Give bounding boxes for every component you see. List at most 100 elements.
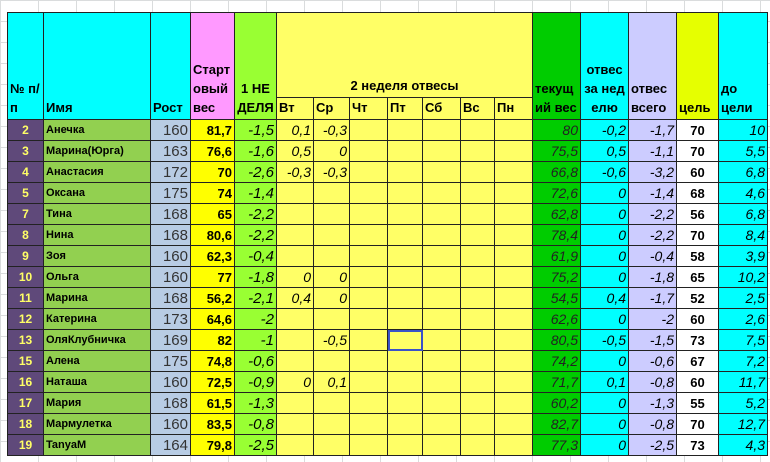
start-weight-cell[interactable]: 80,6 — [190, 224, 235, 246]
current-weight-cell[interactable]: 78,4 — [532, 224, 581, 246]
goal-cell[interactable]: 67 — [676, 350, 719, 372]
day-cell[interactable] — [276, 392, 314, 414]
height-cell[interactable]: 163 — [150, 140, 191, 162]
week-loss-cell[interactable]: 0 — [580, 434, 629, 456]
week1-cell[interactable]: -1,8 — [234, 266, 277, 288]
day-cell[interactable] — [460, 392, 495, 414]
day-cell[interactable] — [387, 245, 423, 267]
day-cell[interactable] — [349, 413, 388, 435]
day-cell[interactable] — [387, 182, 423, 204]
week1-cell[interactable]: -0,4 — [234, 245, 277, 267]
height-cell[interactable]: 160 — [150, 266, 191, 288]
goal-cell[interactable]: 73 — [676, 434, 719, 456]
start-weight-cell[interactable]: 77 — [190, 266, 235, 288]
start-weight-cell[interactable]: 70 — [190, 161, 235, 183]
day-cell[interactable]: 0,5 — [276, 140, 314, 162]
day-cell[interactable] — [422, 329, 461, 351]
name-cell[interactable]: Катерина — [43, 308, 151, 330]
day-cell[interactable] — [494, 182, 533, 204]
week-loss-cell[interactable]: -0,6 — [580, 161, 629, 183]
current-weight-cell[interactable]: 75,5 — [532, 140, 581, 162]
height-cell[interactable]: 173 — [150, 308, 191, 330]
to-goal-cell[interactable]: 10 — [718, 119, 768, 141]
week1-cell[interactable]: -1,6 — [234, 140, 277, 162]
to-goal-cell[interactable]: 11,7 — [718, 371, 768, 393]
to-goal-cell[interactable]: 10,2 — [718, 266, 768, 288]
day-cell[interactable] — [422, 203, 461, 225]
day-cell[interactable] — [422, 119, 461, 141]
start-weight-cell[interactable]: 76,6 — [190, 140, 235, 162]
day-cell[interactable] — [313, 308, 350, 330]
to-goal-cell[interactable]: 4,3 — [718, 434, 768, 456]
name-cell[interactable]: Оксана — [43, 182, 151, 204]
total-loss-cell[interactable]: -1,3 — [628, 392, 677, 414]
total-loss-cell[interactable]: -2,5 — [628, 434, 677, 456]
height-cell[interactable]: 160 — [150, 413, 191, 435]
day-cell[interactable] — [349, 350, 388, 372]
header-num[interactable]: № п/п — [7, 12, 44, 120]
day-cell[interactable] — [494, 287, 533, 309]
week-loss-cell[interactable]: 0 — [580, 350, 629, 372]
height-cell[interactable]: 160 — [150, 245, 191, 267]
goal-cell[interactable]: 73 — [676, 329, 719, 351]
day-cell[interactable] — [422, 371, 461, 393]
name-cell[interactable]: Мария — [43, 392, 151, 414]
day-cell[interactable] — [349, 329, 388, 351]
row-number[interactable]: 12 — [7, 308, 44, 330]
current-weight-cell[interactable]: 66,8 — [532, 161, 581, 183]
day-cell[interactable] — [349, 308, 388, 330]
total-loss-cell[interactable]: -2,2 — [628, 203, 677, 225]
week-loss-cell[interactable]: 0 — [580, 245, 629, 267]
to-goal-cell[interactable]: 6,8 — [718, 161, 768, 183]
day-cell[interactable] — [494, 350, 533, 372]
day-cell[interactable] — [276, 245, 314, 267]
to-goal-cell[interactable]: 7,5 — [718, 329, 768, 351]
week1-cell[interactable]: -2,5 — [234, 434, 277, 456]
row-number[interactable]: 3 — [7, 140, 44, 162]
day-cell[interactable] — [494, 203, 533, 225]
total-loss-cell[interactable]: -1,1 — [628, 140, 677, 162]
day-cell[interactable] — [460, 308, 495, 330]
height-cell[interactable]: 169 — [150, 329, 191, 351]
day-cell[interactable] — [460, 140, 495, 162]
day-cell[interactable] — [349, 266, 388, 288]
day-cell[interactable] — [349, 245, 388, 267]
header-start-weight[interactable]: Стартовый вес — [190, 12, 235, 120]
height-cell[interactable]: 168 — [150, 203, 191, 225]
header-day[interactable]: Пт — [387, 97, 423, 120]
day-cell[interactable] — [387, 161, 423, 183]
row-number[interactable]: 4 — [7, 161, 44, 183]
day-cell[interactable] — [387, 308, 423, 330]
day-cell[interactable] — [387, 350, 423, 372]
day-cell[interactable] — [460, 224, 495, 246]
day-cell[interactable] — [422, 224, 461, 246]
row-number[interactable]: 13 — [7, 329, 44, 351]
week1-cell[interactable]: -2 — [234, 308, 277, 330]
day-cell[interactable] — [460, 287, 495, 309]
row-number[interactable]: 19 — [7, 434, 44, 456]
day-cell[interactable] — [460, 182, 495, 204]
week-loss-cell[interactable]: 0 — [580, 182, 629, 204]
height-cell[interactable]: 175 — [150, 350, 191, 372]
week1-cell[interactable]: -2,2 — [234, 203, 277, 225]
day-cell[interactable] — [494, 140, 533, 162]
header-week1[interactable]: 1 НЕДЕЛЯ — [234, 12, 277, 120]
current-weight-cell[interactable]: 77,3 — [532, 434, 581, 456]
week1-cell[interactable]: -1,5 — [234, 119, 277, 141]
name-cell[interactable]: Нина — [43, 224, 151, 246]
week1-cell[interactable]: -1 — [234, 329, 277, 351]
start-weight-cell[interactable]: 82 — [190, 329, 235, 351]
day-cell[interactable]: -0,3 — [313, 161, 350, 183]
to-goal-cell[interactable]: 8,4 — [718, 224, 768, 246]
row-number[interactable]: 2 — [7, 119, 44, 141]
header-day[interactable]: Чт — [349, 97, 388, 120]
day-cell[interactable] — [494, 161, 533, 183]
height-cell[interactable]: 172 — [150, 161, 191, 183]
height-cell[interactable]: 175 — [150, 182, 191, 204]
day-cell[interactable] — [349, 287, 388, 309]
day-cell[interactable]: 0 — [276, 266, 314, 288]
day-cell[interactable] — [422, 350, 461, 372]
day-cell[interactable] — [422, 182, 461, 204]
day-cell[interactable] — [494, 371, 533, 393]
day-cell[interactable] — [494, 224, 533, 246]
